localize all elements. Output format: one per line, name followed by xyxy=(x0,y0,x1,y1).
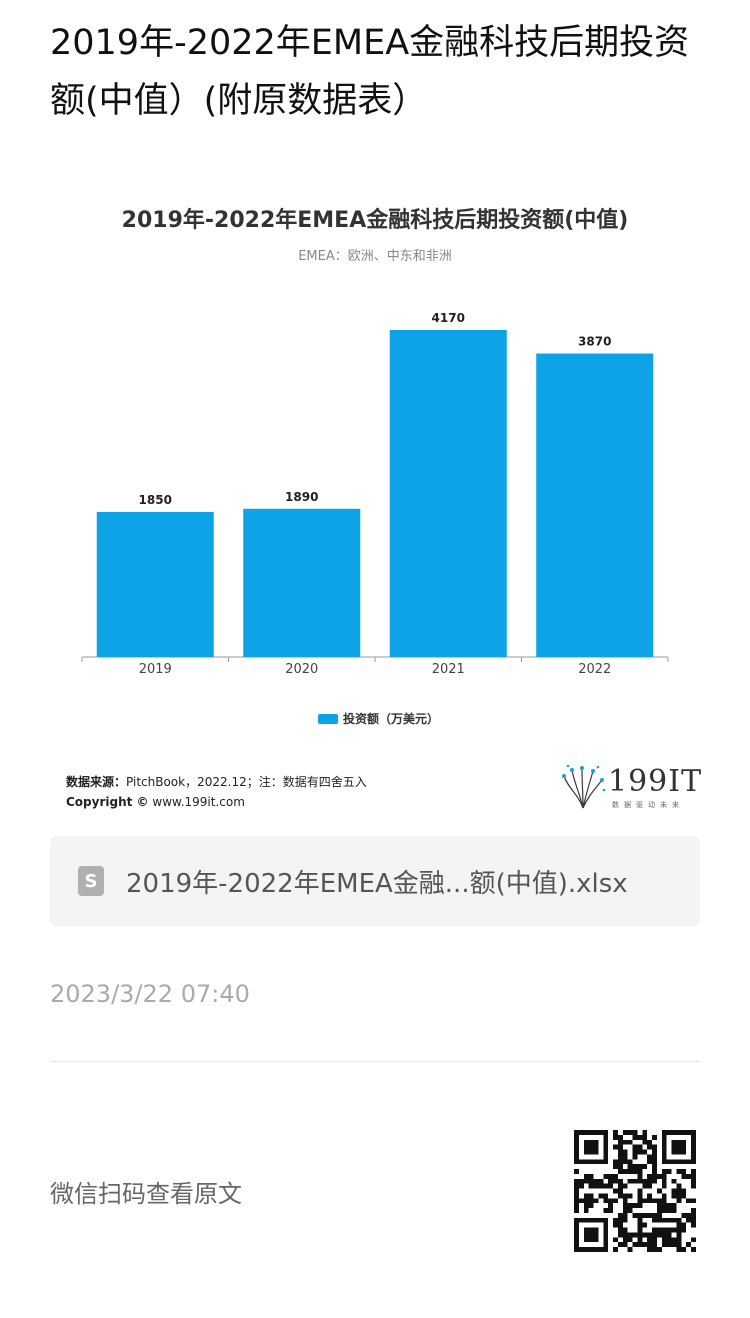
brand-logo: 199IT 数据驱动未来 xyxy=(560,764,703,812)
logo-text: 199IT xyxy=(608,764,703,799)
data-label: 1890 xyxy=(285,490,318,504)
x-tick-label: 2021 xyxy=(432,662,465,677)
bar-2022 xyxy=(536,353,654,657)
bar-2019 xyxy=(96,511,214,657)
bar-2021 xyxy=(389,330,507,657)
legend-label: 投资额（万美元） xyxy=(343,712,440,726)
data-label: 4170 xyxy=(432,311,465,325)
logo-burst-icon xyxy=(562,764,606,809)
bar-2020 xyxy=(243,508,361,657)
logo-subtext: 数据驱动未来 xyxy=(612,801,684,809)
chart-legend: 投资额（万美元） xyxy=(318,710,439,727)
scan-qr-label: 微信扫码查看原文 xyxy=(50,1180,242,1208)
x-tick-label: 2019 xyxy=(139,662,172,677)
legend-swatch xyxy=(318,713,338,724)
publish-timestamp: 2023/3/22 07:40 xyxy=(50,980,250,1008)
data-label: 1850 xyxy=(139,493,172,507)
chart-title: 2019年-2022年EMEA金融科技后期投资额(中值) xyxy=(121,208,629,233)
chart-card: 1850 2019 1890 2020 4170 2021 3870 2022 2019年-2… xyxy=(50,180,703,820)
source-block: 数据来源：PitchBook，2022.12；注：数据有四舍五入 Copyrig… xyxy=(66,772,367,812)
qr-code-icon[interactable] xyxy=(574,1130,696,1252)
divider xyxy=(50,1061,700,1062)
x-tick-label: 2020 xyxy=(285,662,318,677)
source-text: PitchBook，2022.12；注：数据有四舍五入 xyxy=(126,775,367,789)
attachment-filename: 2019年-2022年EMEA金融...额(中值).xlsx xyxy=(126,868,628,899)
spreadsheet-file-icon: S xyxy=(78,866,104,896)
attachment-card[interactable]: S 2019年-2022年EMEA金融...额(中值).xlsx xyxy=(50,836,700,926)
bar-chart: 1850 2019 1890 2020 4170 2021 3870 2022 xyxy=(81,311,669,677)
page-title: 2019年-2022年EMEA金融科技后期投资额(中值）(附原数据表） xyxy=(50,23,690,121)
source-label: 数据来源： xyxy=(66,775,127,789)
chart-subtitle: EMEA：欧洲、中东和非洲 xyxy=(298,249,452,264)
copyright-site: www.199it.com xyxy=(152,795,245,809)
copyright-label: Copyright © xyxy=(66,795,149,809)
data-label: 3870 xyxy=(578,335,611,349)
x-tick-label: 2022 xyxy=(578,662,611,677)
